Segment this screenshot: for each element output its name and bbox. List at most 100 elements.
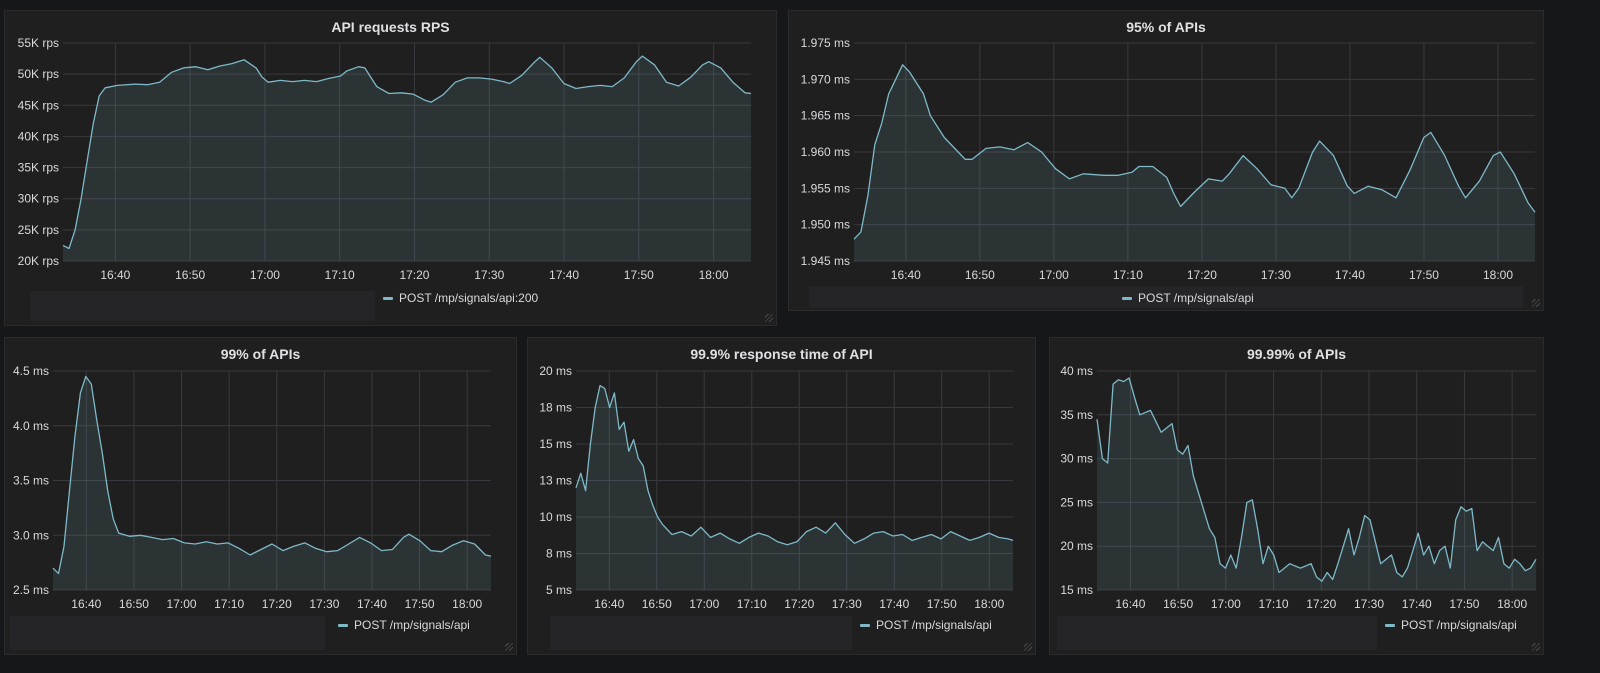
- x-tick-label: 17:40: [549, 268, 579, 282]
- legend-item[interactable]: POST /mp/signals/api: [338, 618, 470, 632]
- y-tick-label: 10 ms: [539, 510, 572, 524]
- chart-area: 2.5 ms 3.0 ms 3.5 ms 4.0 ms 4.5 ms 16:40 16:50…: [13, 364, 492, 611]
- x-tick-label: 16:50: [175, 268, 205, 282]
- resize-handle[interactable]: [505, 643, 513, 651]
- series-area-fill: [63, 56, 751, 261]
- chart-area: 15 ms 20 ms 25 ms 30 ms 35 ms 40 ms 16:40 16:50…: [1060, 364, 1537, 611]
- x-tick-label: 16:50: [119, 597, 149, 611]
- y-tick-label: 3.0 ms: [13, 528, 49, 542]
- y-tick-label: 8 ms: [546, 547, 572, 561]
- x-tick-label: 18:00: [452, 597, 482, 611]
- x-tick-label: 17:10: [1259, 597, 1289, 611]
- x-tick-label: 17:10: [737, 597, 767, 611]
- legend-item[interactable]: POST /mp/signals/api: [1122, 291, 1254, 305]
- legend-item[interactable]: POST /mp/signals/api: [1385, 618, 1517, 632]
- legend-redacted-block: [809, 286, 1523, 308]
- y-tick-label: 1.965 ms: [801, 109, 850, 123]
- panel-99-9-response-time: 99.9% response time of API 5 ms 8 ms 10 ms…: [527, 337, 1036, 655]
- panel-99-of-apis: 99% of APIs 2.5 ms 3.0 ms 3.5 ms 4.0 ms 4.5 …: [4, 337, 517, 655]
- resize-handle[interactable]: [1024, 643, 1032, 651]
- x-tick-label: 17:00: [250, 268, 280, 282]
- x-tick-label: 18:00: [974, 597, 1004, 611]
- y-tick-label: 35K rps: [18, 161, 59, 175]
- resize-handle[interactable]: [1532, 643, 1540, 651]
- x-tick-label: 17:10: [325, 268, 355, 282]
- y-tick-label: 3.5 ms: [13, 474, 49, 488]
- chart-area: 20K rps 25K rps 30K rps 35K rps 40K rps 45K r…: [18, 36, 752, 282]
- y-tick-label: 2.5 ms: [13, 583, 49, 597]
- x-tick-label: 17:50: [1409, 268, 1439, 282]
- y-tick-label: 35 ms: [1060, 408, 1093, 422]
- y-tick-label: 20K rps: [18, 254, 59, 268]
- y-tick-label: 5 ms: [546, 583, 572, 597]
- x-tick-label: 16:50: [965, 268, 995, 282]
- legend-label: POST /mp/signals/api: [1401, 618, 1517, 632]
- series-area-fill: [576, 385, 1013, 590]
- series-line: [853, 64, 1536, 240]
- x-tick-label: 16:40: [100, 268, 130, 282]
- x-tick-label: 17:00: [1039, 268, 1069, 282]
- y-tick-label: 30K rps: [18, 192, 59, 206]
- resize-handle[interactable]: [765, 314, 773, 322]
- x-tick-label: 17:20: [1187, 268, 1217, 282]
- panel-title[interactable]: 99% of APIs: [220, 346, 301, 362]
- x-tick-label: 17:30: [1354, 597, 1384, 611]
- series-line: [62, 55, 752, 250]
- panel-95-of-apis: 95% of APIs 1.945 ms 1.950 ms 1.955 ms 1.96…: [788, 10, 1544, 311]
- x-tick-label: 17:40: [357, 597, 387, 611]
- y-tick-label: 20 ms: [539, 364, 572, 378]
- y-tick-label: 50K rps: [18, 67, 59, 81]
- x-tick-label: 17:50: [927, 597, 957, 611]
- y-tick-label: 1.945 ms: [801, 254, 850, 268]
- panel-title[interactable]: 99.99% of APIs: [1246, 346, 1347, 362]
- y-tick-label: 15 ms: [539, 437, 572, 451]
- x-tick-label: 17:30: [832, 597, 862, 611]
- resize-handle[interactable]: [1532, 299, 1540, 307]
- x-tick-label: 17:20: [1306, 597, 1336, 611]
- x-tick-label: 17:20: [784, 597, 814, 611]
- x-tick-label: 17:20: [262, 597, 292, 611]
- x-tick-label: 16:50: [642, 597, 672, 611]
- x-tick-label: 17:00: [1211, 597, 1241, 611]
- x-tick-label: 16:50: [1163, 597, 1193, 611]
- x-tick-label: 17:20: [399, 268, 429, 282]
- series-area-fill: [53, 376, 491, 590]
- chart-area: 5 ms 8 ms 10 ms 13 ms 15 ms 18 ms 20 ms 16:40 16…: [539, 364, 1014, 611]
- series-area-fill: [1097, 378, 1536, 590]
- panel-title[interactable]: 95% of APIs: [1126, 19, 1206, 35]
- x-tick-label: 16:40: [891, 268, 921, 282]
- x-tick-label: 18:00: [1497, 597, 1527, 611]
- x-tick-label: 17:00: [689, 597, 719, 611]
- y-tick-label: 20 ms: [1060, 539, 1093, 553]
- y-tick-label: 1.955 ms: [801, 181, 850, 195]
- panel-title[interactable]: 99.9% response time of API: [690, 346, 873, 362]
- x-tick-label: 17:50: [405, 597, 435, 611]
- x-tick-label: 18:00: [699, 268, 729, 282]
- legend-item[interactable]: POST /mp/signals/api:200: [383, 291, 538, 305]
- legend-swatch: [1122, 296, 1132, 300]
- legend-redacted-block: [10, 616, 325, 650]
- x-tick-label: 17:30: [474, 268, 504, 282]
- x-tick-label: 17:40: [1335, 268, 1365, 282]
- y-tick-label: 1.960 ms: [801, 145, 850, 159]
- legend-redacted-block: [550, 616, 852, 650]
- legend-swatch: [1385, 623, 1395, 627]
- panel-title[interactable]: API requests RPS: [331, 19, 450, 35]
- y-tick-label: 25 ms: [1060, 495, 1093, 509]
- y-tick-label: 18 ms: [539, 401, 572, 415]
- x-tick-label: 17:00: [167, 597, 197, 611]
- y-tick-label: 1.950 ms: [801, 218, 850, 232]
- x-tick-label: 16:40: [1115, 597, 1145, 611]
- series-line: [52, 375, 492, 575]
- x-tick-label: 17:50: [624, 268, 654, 282]
- y-tick-label: 25K rps: [18, 223, 59, 237]
- legend-swatch: [338, 623, 348, 627]
- y-tick-label: 55K rps: [18, 36, 59, 50]
- legend-item[interactable]: POST /mp/signals/api: [860, 618, 992, 632]
- legend-swatch: [860, 623, 870, 627]
- x-tick-label: 17:30: [1261, 268, 1291, 282]
- x-tick-label: 17:10: [1113, 268, 1143, 282]
- x-tick-label: 16:40: [594, 597, 624, 611]
- legend-redacted-block: [30, 291, 375, 321]
- legend-label: POST /mp/signals/api: [1138, 291, 1254, 305]
